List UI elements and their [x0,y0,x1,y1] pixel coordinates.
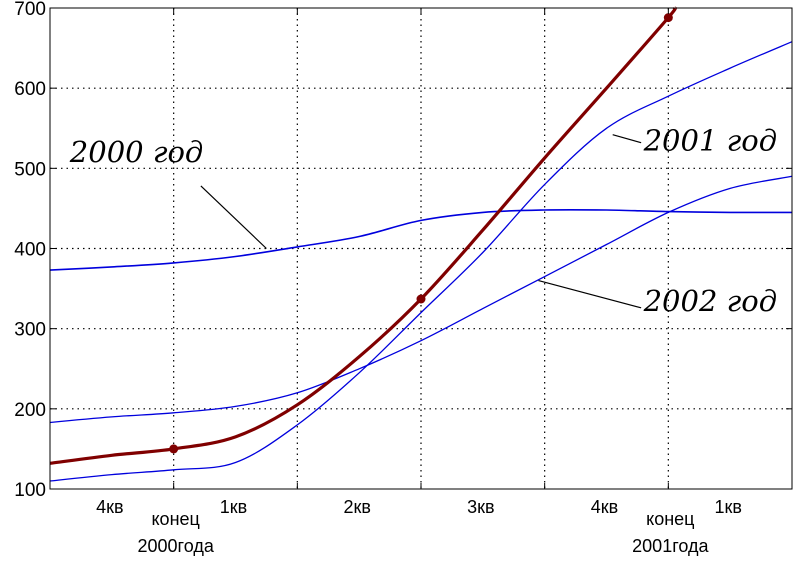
series-line-1 [49,41,793,482]
annotation-label-0: 2000 год [69,135,204,169]
y-axis: 100 200 300 400 500 600 700 [14,0,792,501]
x-tick-label: 1кв [714,497,741,517]
annotation-label-2: 2002 год [643,284,778,318]
annotation-leader-2 [538,279,642,309]
x-annotation-label: 2000года [137,536,214,556]
x-annotation-label: 2001года [632,536,709,556]
x-annotation-label: конец [646,509,694,529]
y-tick-label: 300 [14,320,46,341]
x-tick-label: 4кв [96,497,123,517]
x-tick-label: 2кв [343,497,370,517]
series-line-2 [49,175,793,424]
y-tick-label: 400 [14,240,46,261]
annotation-layer: 2000 год 2001 год 2002 год [69,124,777,318]
y-tick-label: 700 [14,0,46,20]
y-tick-label: 200 [14,400,46,421]
annotation-leader-0 [200,185,267,249]
x-annotation-label: конец [151,509,199,529]
grid [50,8,792,489]
x-tick-label: 4кв [591,497,618,517]
x-axis: 4кв 1кв 2кв 3кв 4кв 1кв конец 2000года конец 2001… [96,8,742,556]
series-marker [663,13,673,23]
series-marker [169,444,179,454]
annotation-label-1: 2001 год [643,124,778,158]
series-layer [49,6,793,482]
x-tick-label: 1кв [220,497,247,517]
y-tick-label: 500 [14,159,46,180]
x-tick-label: 3кв [467,497,494,517]
y-tick-label: 100 [14,480,46,501]
y-tick-label: 600 [14,79,46,100]
series-line-0 [49,208,793,271]
series-marker [416,294,426,304]
annotation-leader-1 [612,134,642,144]
